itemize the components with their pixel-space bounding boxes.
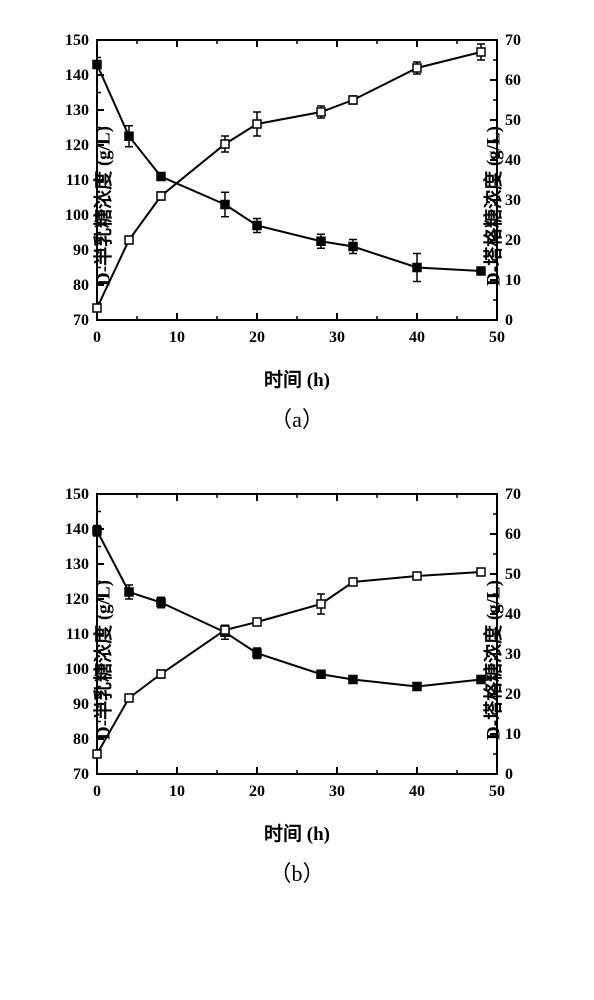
chart-a-container: D-半乳糖浓度 (g/L) D-塔格糖浓度 (g/L) 0 10 20 30 40 50 7… [17, 20, 577, 392]
svg-text:70: 70 [73, 312, 89, 329]
chart-b-ylabel-left: D-半乳糖浓度 (g/L) [88, 580, 115, 740]
svg-text:120: 120 [65, 591, 89, 608]
svg-text:90: 90 [73, 242, 89, 259]
svg-text:10: 10 [169, 329, 185, 346]
svg-text:140: 140 [65, 67, 89, 84]
svg-text:50: 50 [505, 112, 521, 129]
chart-b-ylabel-right: D-塔格糖浓度 (g/L) [479, 580, 506, 740]
svg-text:60: 60 [505, 72, 521, 89]
svg-text:40: 40 [409, 329, 425, 346]
svg-text:120: 120 [65, 137, 89, 154]
svg-text:110: 110 [66, 172, 89, 189]
svg-text:70: 70 [73, 766, 89, 783]
chart-b-xlabel: 时间 (h) [17, 819, 577, 846]
svg-text:40: 40 [505, 606, 521, 623]
svg-text:100: 100 [65, 207, 89, 224]
chart-b-sublabel: （b） [10, 856, 584, 888]
svg-text:30: 30 [329, 783, 345, 800]
svg-text:20: 20 [249, 783, 265, 800]
svg-text:0: 0 [505, 312, 513, 329]
svg-text:80: 80 [73, 731, 89, 748]
svg-text:90: 90 [73, 696, 89, 713]
svg-text:20: 20 [505, 686, 521, 703]
svg-text:70: 70 [505, 486, 521, 503]
svg-text:130: 130 [65, 102, 89, 119]
svg-text:130: 130 [65, 556, 89, 573]
svg-text:10: 10 [169, 783, 185, 800]
chart-a-ylabel-left: D-半乳糖浓度 (g/L) [88, 126, 115, 286]
svg-text:100: 100 [65, 661, 89, 678]
svg-text:150: 150 [65, 32, 89, 49]
svg-text:50: 50 [489, 329, 505, 346]
svg-text:0: 0 [93, 329, 101, 346]
chart-b-container: D-半乳糖浓度 (g/L) D-塔格糖浓度 (g/L) 0 10 20 30 40 50 7… [17, 474, 577, 846]
svg-text:110: 110 [66, 626, 89, 643]
svg-text:30: 30 [329, 329, 345, 346]
svg-text:40: 40 [505, 152, 521, 169]
svg-text:10: 10 [505, 272, 521, 289]
chart-a-xlabel: 时间 (h) [17, 365, 577, 392]
svg-text:50: 50 [489, 783, 505, 800]
svg-text:30: 30 [505, 646, 521, 663]
svg-text:30: 30 [505, 192, 521, 209]
svg-text:60: 60 [505, 526, 521, 543]
svg-text:150: 150 [65, 486, 89, 503]
svg-text:80: 80 [73, 277, 89, 294]
chart-a-sublabel: （a） [10, 402, 584, 434]
svg-text:0: 0 [505, 766, 513, 783]
svg-text:50: 50 [505, 566, 521, 583]
chart-a-ylabel-right: D-塔格糖浓度 (g/L) [479, 126, 506, 286]
svg-text:140: 140 [65, 521, 89, 538]
svg-text:70: 70 [505, 32, 521, 49]
svg-text:10: 10 [505, 726, 521, 743]
svg-text:0: 0 [93, 783, 101, 800]
svg-text:20: 20 [505, 232, 521, 249]
svg-text:40: 40 [409, 783, 425, 800]
svg-text:20: 20 [249, 329, 265, 346]
